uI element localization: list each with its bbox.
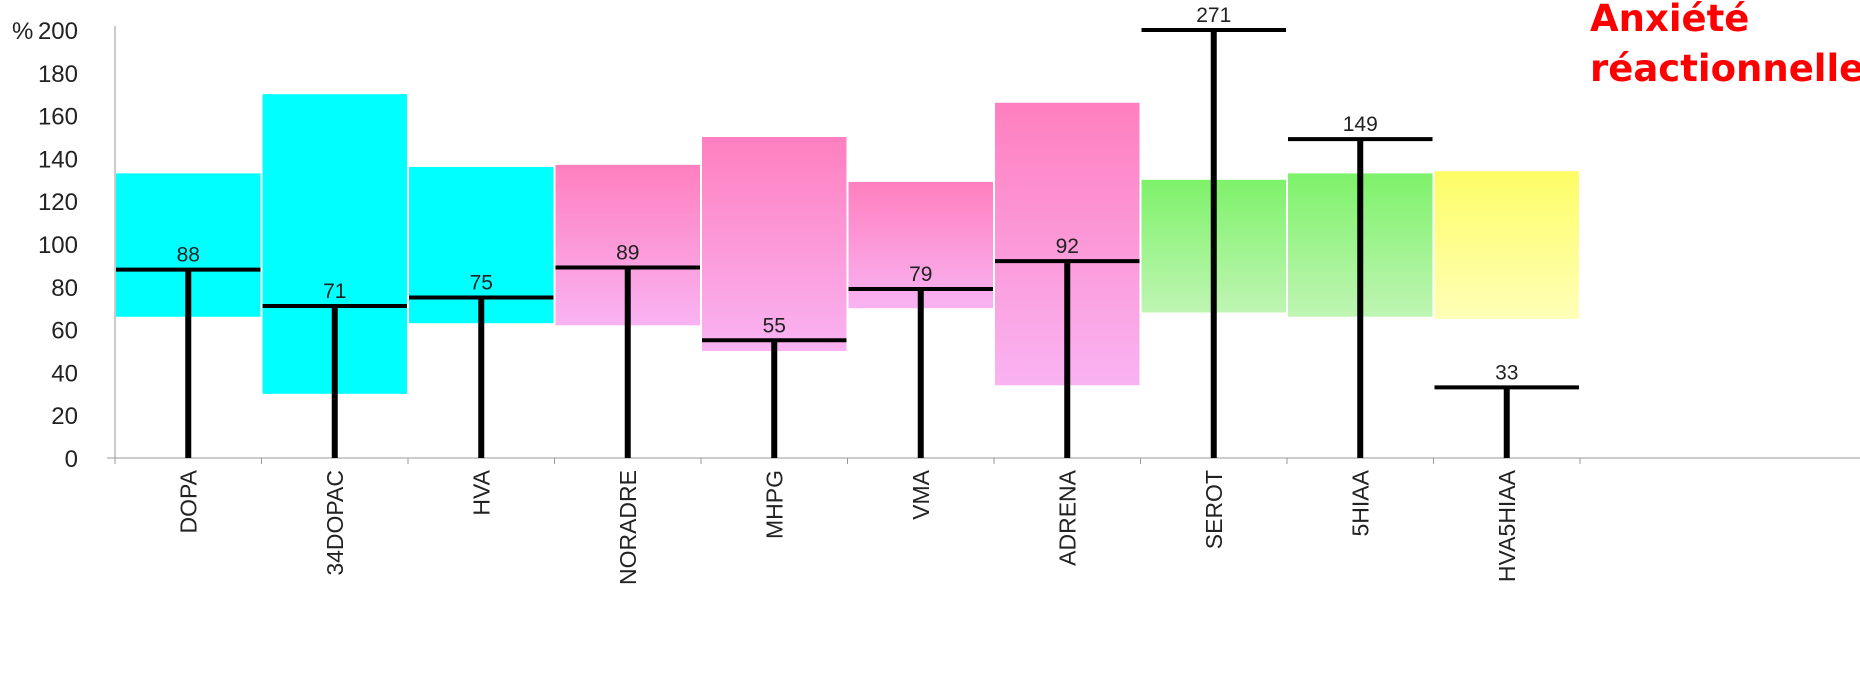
x-tick-label: 34DOPAC — [322, 470, 348, 576]
data-label: 88 — [177, 244, 200, 267]
x-tick-label: ADRENA — [1054, 469, 1080, 566]
y-tick-label: 180 — [38, 61, 78, 88]
y-tick-label: 20 — [51, 403, 78, 430]
y-tick-label: 160 — [38, 104, 78, 131]
data-label: 33 — [1495, 361, 1518, 384]
diagnosis-annotation: Anxiété réactionnelle — [1590, 0, 1860, 94]
x-tick-label: SEROT — [1201, 470, 1227, 549]
x-tick-label: MHPG — [761, 470, 787, 539]
y-tick-label: 40 — [51, 360, 78, 387]
data-label: 55 — [763, 314, 786, 337]
y-tick-label: 200 — [38, 18, 78, 45]
axes — [107, 26, 1860, 464]
data-label: 89 — [616, 242, 639, 265]
annotation-line-1: Anxiété — [1590, 0, 1750, 40]
y-tick-label: 140 — [38, 146, 78, 173]
reference-range-HVA5HIAA — [1434, 171, 1579, 319]
data-label: 92 — [1056, 235, 1079, 258]
reference-range-MHPG — [702, 137, 847, 351]
x-tick-label: NORADRE — [615, 470, 641, 585]
data-label: 75 — [470, 272, 493, 295]
x-tick-label: HVA — [468, 469, 494, 515]
labels: 0 20 40 60 80 100 120 140 160 180 200% 88 71 75 89 55 79… — [12, 4, 1520, 585]
y-tick-label: 80 — [51, 275, 78, 302]
y-tick-label: 100 — [38, 232, 78, 259]
x-tick-label: DOPA — [175, 469, 201, 533]
x-tick-label: HVA5HIAA — [1494, 469, 1520, 582]
x-tick-label: VMA — [908, 469, 934, 520]
y-axis-unit: % — [12, 18, 33, 45]
y-tick-label: 60 — [51, 318, 78, 345]
annotation-line-2: réactionnelle — [1590, 47, 1860, 90]
data-label: 71 — [323, 280, 346, 303]
y-tick-label: 120 — [38, 189, 78, 216]
value-bars — [116, 28, 1579, 458]
x-tick-label: 5HIAA — [1347, 469, 1373, 536]
data-label: 271 — [1196, 4, 1231, 27]
data-label: 149 — [1343, 113, 1378, 136]
y-tick-label: 0 — [65, 446, 78, 473]
data-label: 79 — [909, 263, 932, 286]
